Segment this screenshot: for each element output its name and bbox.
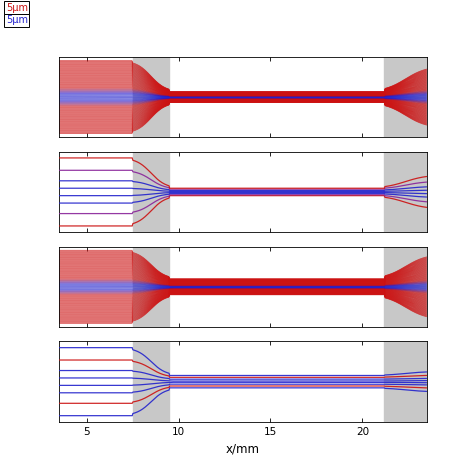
Bar xyxy=(133,132,170,252)
Bar xyxy=(384,321,427,442)
Bar xyxy=(384,37,427,157)
X-axis label: x/mm: x/mm xyxy=(226,442,260,455)
Bar xyxy=(133,321,170,442)
Bar xyxy=(384,132,427,252)
Text: 5μm: 5μm xyxy=(6,3,27,13)
Bar xyxy=(384,227,427,347)
Text: 5μm: 5μm xyxy=(6,15,27,25)
Bar xyxy=(133,37,170,157)
Bar xyxy=(133,227,170,347)
